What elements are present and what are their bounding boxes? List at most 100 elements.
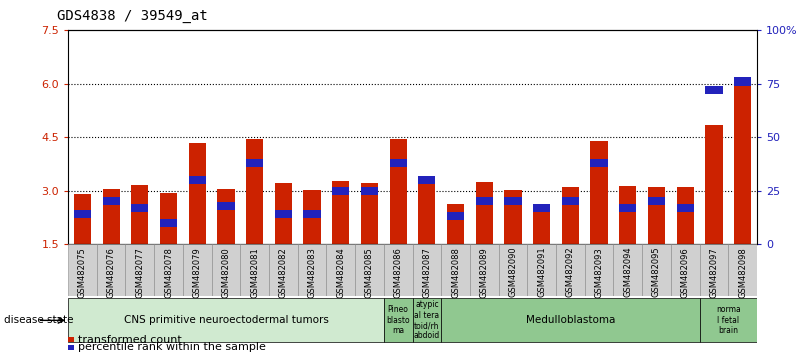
Text: GSM482088: GSM482088: [451, 247, 460, 298]
Text: CNS primitive neuroectodermal tumors: CNS primitive neuroectodermal tumors: [123, 315, 328, 325]
Bar: [154, 244, 183, 296]
Bar: [355, 244, 384, 296]
Text: GSM482083: GSM482083: [308, 247, 316, 298]
Bar: [183, 244, 211, 296]
Bar: [160, 193, 177, 244]
Bar: [585, 244, 614, 296]
Text: GSM482085: GSM482085: [365, 247, 374, 298]
Bar: [246, 139, 264, 244]
Bar: [699, 244, 728, 296]
Bar: [447, 212, 464, 221]
Bar: [476, 182, 493, 244]
Bar: [131, 185, 148, 244]
Bar: [734, 78, 751, 86]
Text: GSM482096: GSM482096: [681, 247, 690, 298]
Bar: [360, 183, 378, 244]
Bar: [360, 187, 378, 195]
Bar: [413, 298, 441, 342]
Bar: [590, 141, 608, 244]
Bar: [418, 184, 436, 244]
Bar: [332, 187, 349, 195]
Bar: [240, 244, 269, 296]
Bar: [74, 194, 91, 244]
Text: GSM482089: GSM482089: [480, 247, 489, 298]
Bar: [332, 181, 349, 244]
Bar: [562, 198, 579, 205]
Bar: [556, 244, 585, 296]
Text: GSM482095: GSM482095: [652, 247, 661, 297]
Bar: [269, 244, 298, 296]
Text: GSM482093: GSM482093: [594, 247, 604, 298]
Bar: [728, 244, 757, 296]
Text: percentile rank within the sample: percentile rank within the sample: [78, 342, 266, 352]
Text: GSM482079: GSM482079: [193, 247, 202, 298]
Bar: [384, 244, 413, 296]
Text: Medulloblastoma: Medulloblastoma: [525, 315, 615, 325]
Bar: [705, 125, 723, 244]
Text: GSM482098: GSM482098: [738, 247, 747, 298]
Bar: [217, 189, 235, 244]
Bar: [533, 204, 550, 212]
Bar: [246, 159, 264, 167]
Bar: [126, 244, 154, 296]
Bar: [677, 187, 694, 244]
Bar: [326, 244, 355, 296]
Text: GSM482092: GSM482092: [566, 247, 575, 297]
Text: Pineo
blasto
ma: Pineo blasto ma: [386, 306, 410, 335]
Text: GSM482091: GSM482091: [537, 247, 546, 297]
Bar: [389, 159, 407, 167]
Bar: [699, 298, 757, 342]
Text: GSM482090: GSM482090: [509, 247, 517, 297]
Bar: [498, 244, 527, 296]
Bar: [189, 176, 206, 184]
Text: GSM482082: GSM482082: [279, 247, 288, 298]
Bar: [614, 244, 642, 296]
Bar: [677, 204, 694, 212]
Text: disease state: disease state: [4, 315, 74, 325]
Text: GDS4838 / 39549_at: GDS4838 / 39549_at: [57, 9, 207, 23]
Bar: [389, 139, 407, 244]
Bar: [476, 198, 493, 205]
Bar: [97, 244, 126, 296]
Bar: [441, 298, 699, 342]
Bar: [505, 198, 521, 205]
Text: GSM482077: GSM482077: [135, 247, 144, 298]
Bar: [275, 210, 292, 218]
Bar: [734, 83, 751, 244]
Bar: [418, 176, 436, 184]
Bar: [275, 183, 292, 244]
Bar: [160, 219, 177, 227]
Bar: [68, 345, 74, 350]
Text: transformed count: transformed count: [78, 335, 182, 344]
Bar: [384, 298, 413, 342]
Text: GSM482075: GSM482075: [78, 247, 87, 298]
Bar: [217, 202, 235, 210]
Bar: [68, 337, 74, 342]
Bar: [648, 187, 665, 244]
Bar: [533, 204, 550, 244]
Bar: [590, 159, 608, 167]
Bar: [505, 190, 521, 244]
Bar: [648, 198, 665, 205]
Text: GSM482097: GSM482097: [710, 247, 718, 298]
Text: GSM482080: GSM482080: [221, 247, 231, 298]
Bar: [304, 210, 320, 218]
Bar: [619, 204, 636, 212]
Bar: [562, 187, 579, 244]
Bar: [413, 244, 441, 296]
Text: norma
l fetal
brain: norma l fetal brain: [716, 306, 741, 335]
Bar: [670, 244, 699, 296]
Bar: [705, 86, 723, 94]
Bar: [103, 198, 120, 205]
Bar: [441, 244, 470, 296]
Text: GSM482094: GSM482094: [623, 247, 632, 297]
Text: atypic
al tera
toid/rh
abdoid: atypic al tera toid/rh abdoid: [414, 300, 440, 341]
Bar: [447, 204, 464, 244]
Text: GSM482081: GSM482081: [250, 247, 260, 298]
Bar: [189, 143, 206, 244]
Bar: [642, 244, 670, 296]
Text: GSM482087: GSM482087: [422, 247, 432, 298]
Bar: [298, 244, 326, 296]
Bar: [103, 189, 120, 244]
Bar: [68, 298, 384, 342]
